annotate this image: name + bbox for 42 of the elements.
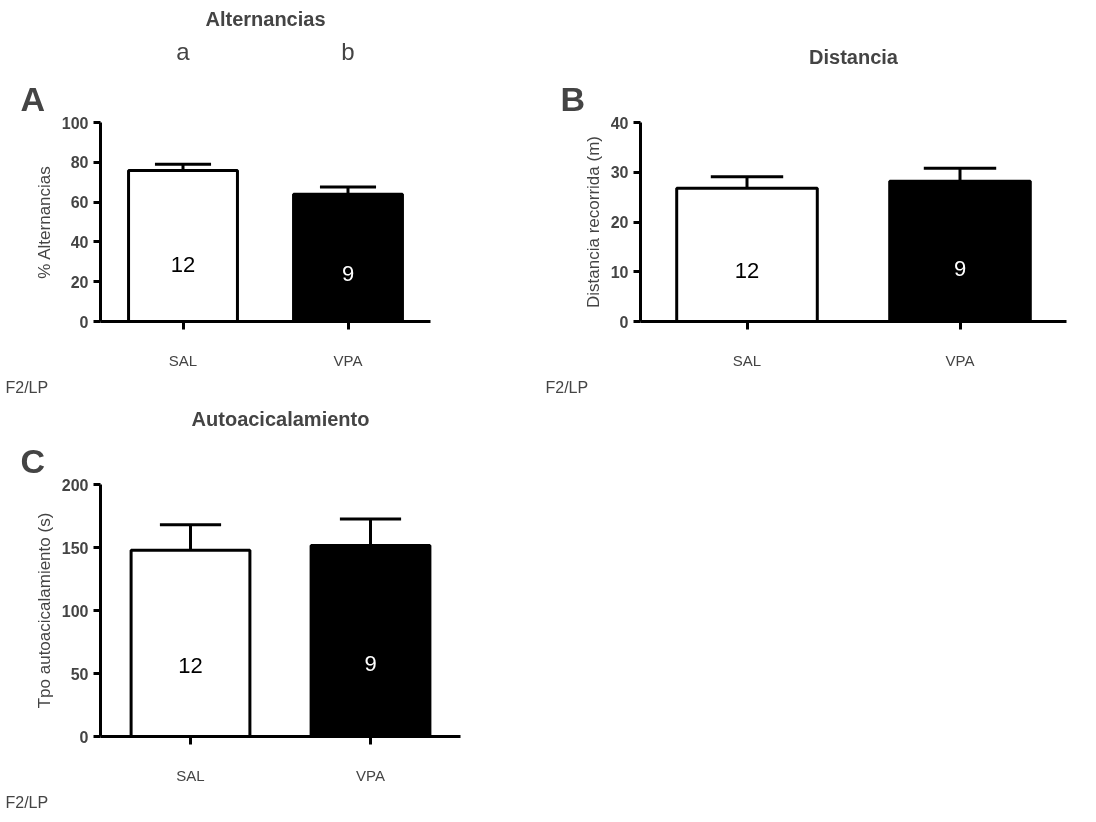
x-tick-label: SAL bbox=[168, 351, 198, 369]
y-tick-label: 40 bbox=[70, 233, 89, 251]
y-axis-title: % Alternancias bbox=[34, 166, 54, 279]
y-tick-label: 0 bbox=[79, 728, 89, 746]
text: A bbox=[20, 79, 46, 118]
y-tick-label: 20 bbox=[610, 214, 629, 231]
annotation: 9 bbox=[953, 255, 967, 281]
text: F2/LP bbox=[5, 793, 49, 811]
y-axis-title: Distancia recorrida (m) bbox=[583, 136, 603, 308]
chart-title: Distancia bbox=[809, 45, 899, 68]
y-tick-label: 200 bbox=[61, 476, 89, 494]
y-tick-label: 100 bbox=[61, 114, 89, 132]
y-tick-label: 60 bbox=[70, 194, 89, 212]
text: b bbox=[341, 37, 355, 65]
y-tick-label: 30 bbox=[610, 164, 629, 182]
y-tick-label: 0 bbox=[79, 313, 89, 331]
text: F2/LP bbox=[5, 378, 49, 396]
text: C bbox=[20, 441, 46, 480]
text: B bbox=[560, 79, 586, 118]
y-tick-label: 20 bbox=[70, 273, 89, 291]
x-tick-label: VPA bbox=[356, 766, 385, 784]
y-tick-label: 0 bbox=[619, 313, 629, 331]
annotation: 9 bbox=[341, 260, 355, 286]
annotation: 12 bbox=[178, 653, 203, 679]
x-tick-label: VPA bbox=[945, 351, 975, 369]
annotation: 9 bbox=[364, 651, 377, 677]
text: a bbox=[176, 37, 191, 65]
annotation: 12 bbox=[734, 258, 760, 284]
x-tick-label: VPA bbox=[333, 351, 363, 369]
x-tick-label: SAL bbox=[732, 351, 762, 369]
y-tick-label: 100 bbox=[61, 602, 89, 620]
y-tick-label: 80 bbox=[70, 154, 89, 172]
chart-title: Autoacicalamiento bbox=[191, 407, 370, 430]
annotation: 12 bbox=[170, 251, 196, 277]
y-tick-label: 10 bbox=[610, 263, 629, 281]
y-axis-title: Tpo autoacicalamiento (s) bbox=[34, 512, 54, 709]
y-tick-label: 150 bbox=[61, 539, 89, 557]
x-tick-label: SAL bbox=[176, 766, 205, 784]
text: F2/LP bbox=[545, 378, 589, 396]
chart-title: Alternancias bbox=[205, 7, 326, 30]
y-tick-label: 50 bbox=[70, 665, 89, 683]
y-tick-label: 40 bbox=[610, 114, 629, 132]
